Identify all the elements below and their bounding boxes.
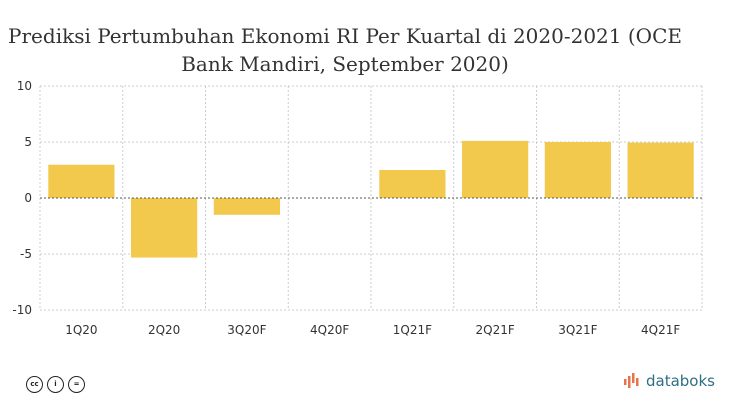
bar-2Q20[interactable]	[131, 198, 198, 258]
x-tick-label-1Q20: 1Q20	[65, 323, 97, 337]
bar-3Q21F[interactable]	[544, 142, 611, 198]
bar-3Q20F[interactable]	[213, 198, 280, 215]
chart-title: Prediksi Pertumbuhan Ekonomi RI Per Kuar…	[0, 22, 690, 78]
x-tick-label-4Q20F: 4Q20F	[310, 323, 349, 337]
nd-icon[interactable]: =	[68, 376, 85, 393]
y-tick-label-3: -5	[20, 247, 32, 261]
chart-title-line-2: Bank Mandiri, September 2020)	[181, 52, 509, 76]
x-tick-label-3Q21F: 3Q21F	[558, 323, 597, 337]
by-icon[interactable]: i	[47, 376, 64, 393]
cc-icon[interactable]: cc	[26, 376, 43, 393]
brand-name: databoks	[646, 372, 715, 390]
databoks-logo[interactable]: databoks	[624, 372, 715, 390]
bars	[48, 140, 694, 258]
y-tick-label-0: 10	[17, 79, 32, 93]
license-icons: cc i =	[26, 376, 85, 393]
x-tick-label-4Q21F: 4Q21F	[641, 323, 680, 337]
bar-2Q21F[interactable]	[462, 140, 529, 198]
databoks-logo-icon	[624, 373, 639, 388]
bar-1Q21F[interactable]	[379, 170, 446, 198]
x-tick-label-2Q20: 2Q20	[148, 323, 180, 337]
y-tick-label-4: -10	[12, 303, 32, 317]
x-tick-label-2Q21F: 2Q21F	[475, 323, 514, 337]
bar-1Q20[interactable]	[48, 164, 115, 198]
x-axis-ticks: 1Q20 2Q20 3Q20F 4Q20F 1Q21F 2Q21F 3Q21F 4Q21F	[65, 323, 680, 337]
bar-4Q21F[interactable]	[627, 142, 694, 198]
x-tick-label-1Q21F: 1Q21F	[393, 323, 432, 337]
y-tick-label-1: 5	[24, 135, 32, 149]
y-tick-label-2: 0	[24, 191, 32, 205]
y-axis-ticks: 10 5 0 -5 -10	[12, 79, 32, 317]
x-tick-label-3Q20F: 3Q20F	[227, 323, 266, 337]
chart-title-line-1: Prediksi Pertumbuhan Ekonomi RI Per Kuar…	[8, 24, 682, 48]
